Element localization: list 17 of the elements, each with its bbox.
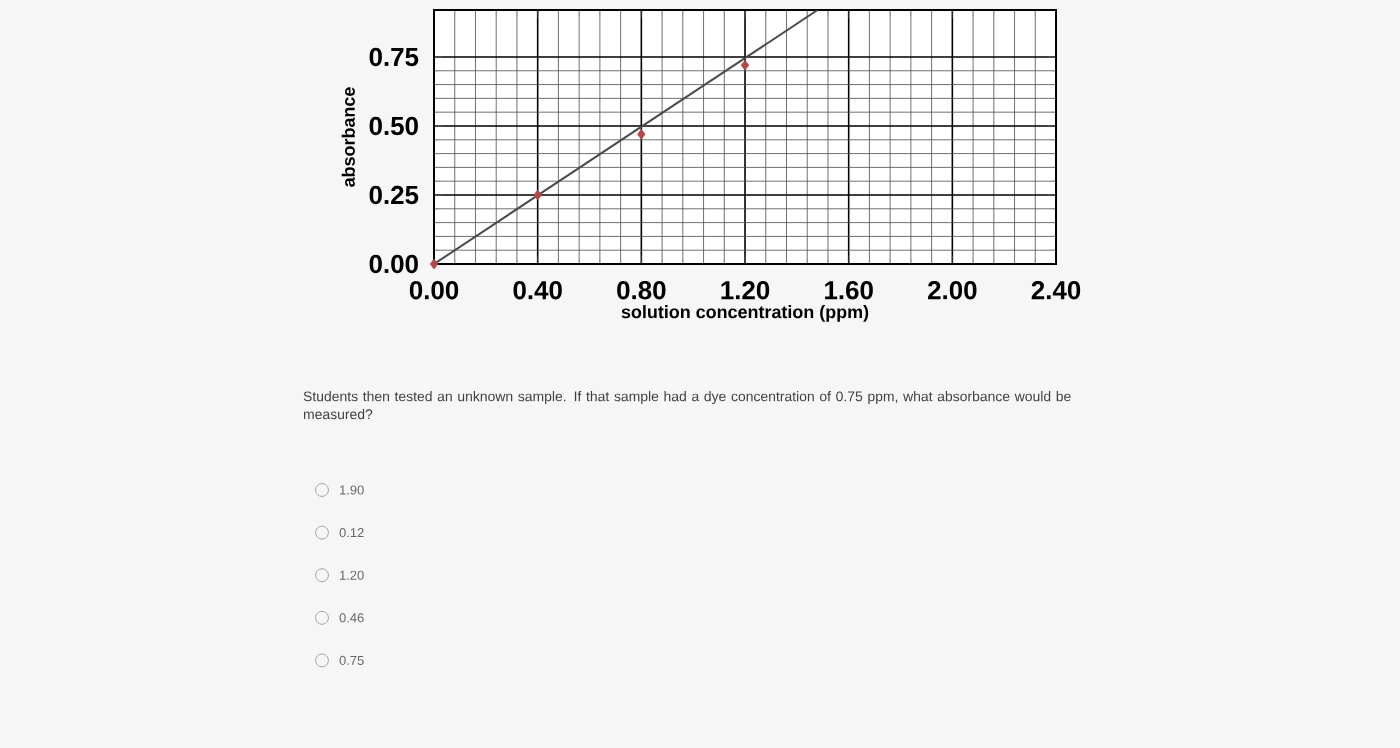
y-tick-label: 0.00 bbox=[369, 254, 418, 274]
point bbox=[740, 59, 750, 71]
x-tick-label: 0.80 bbox=[617, 281, 666, 300]
x-tick-label: 0.40 bbox=[513, 281, 562, 300]
x-tick-label: 0.00 bbox=[409, 281, 459, 300]
x-tick-label: 1.20 bbox=[721, 281, 770, 300]
y-tick-label: 0.75 bbox=[369, 47, 419, 67]
point bbox=[533, 189, 542, 201]
y-axis-title: absorbance bbox=[341, 87, 355, 187]
y-tick-label: 0.25 bbox=[369, 185, 419, 205]
x-tick-label: 2.40 bbox=[1031, 281, 1081, 300]
point bbox=[429, 258, 439, 270]
point bbox=[637, 128, 646, 140]
x-axis-title: solution concentration (ppm) bbox=[621, 305, 869, 322]
x-tick-label: 2.00 bbox=[928, 281, 977, 300]
y-tick-label: 0.50 bbox=[369, 116, 418, 136]
x-tick-label: 1.60 bbox=[825, 281, 873, 300]
